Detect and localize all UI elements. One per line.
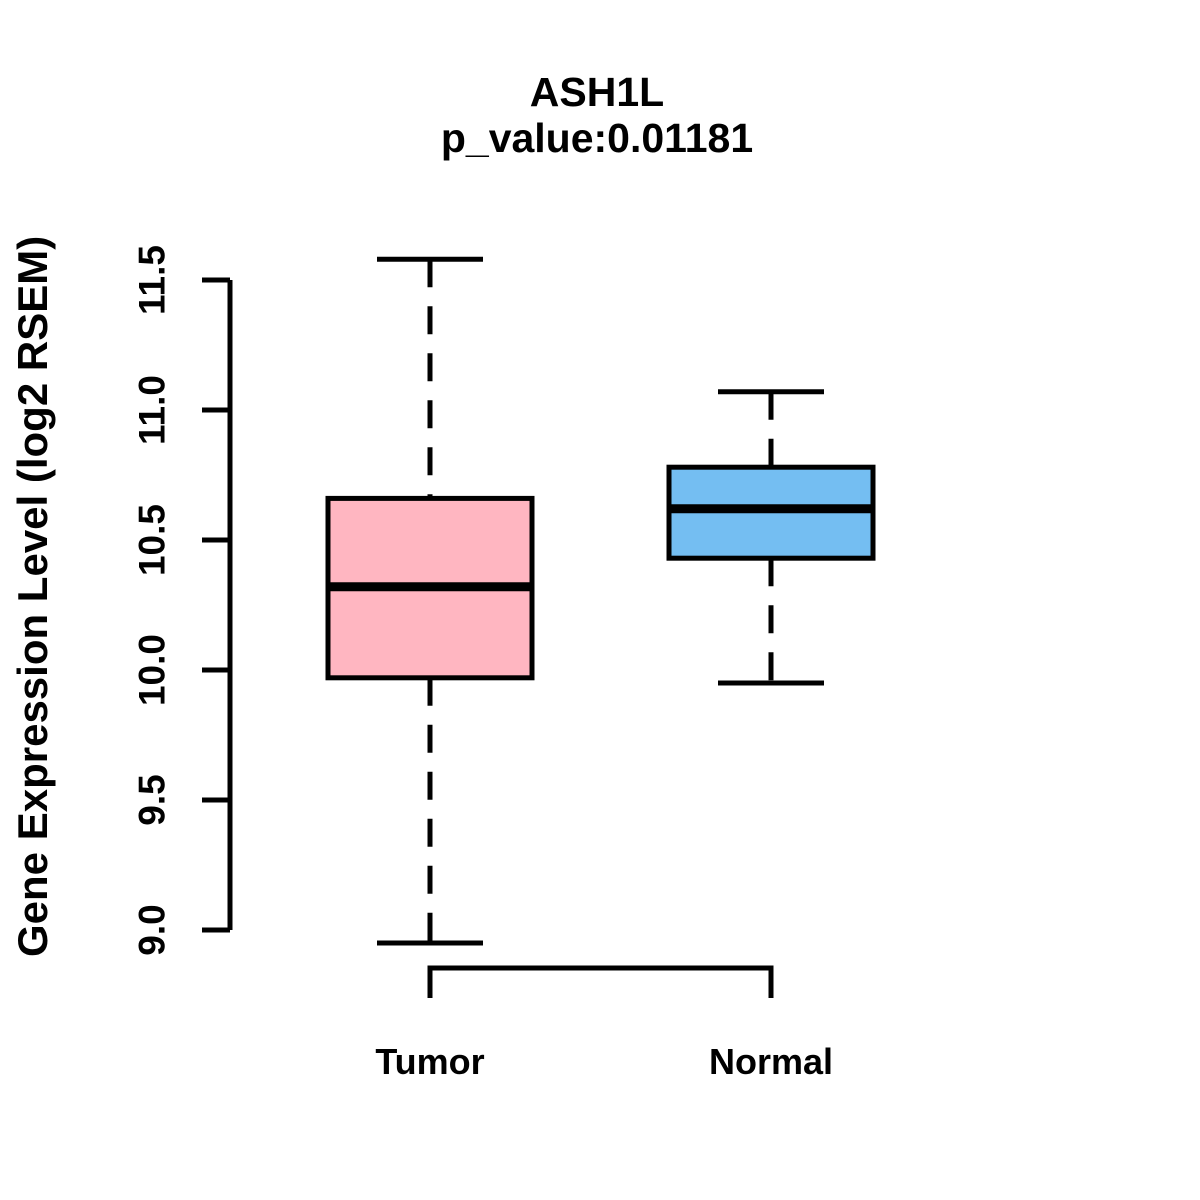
chart-title: ASH1L	[529, 69, 665, 115]
x-tick-label-normal: Normal	[708, 1041, 834, 1082]
y-tick-label: 9.0	[132, 904, 173, 955]
y-tick-label: 10.5	[132, 504, 173, 576]
chart-subtitle: p_value:0.01181	[440, 115, 754, 161]
boxplot-group-normal	[666, 389, 876, 686]
x-axis-line	[427, 965, 774, 998]
boxplot-group-tumor	[325, 256, 535, 946]
y-tick-label: 10.0	[132, 634, 173, 706]
y-tick-label: 11.5	[132, 245, 173, 315]
x-tick-label-tumor: Tumor	[375, 1041, 485, 1082]
y-tick-label: 11.0	[132, 375, 173, 445]
y-tick-label: 9.5	[132, 774, 173, 825]
